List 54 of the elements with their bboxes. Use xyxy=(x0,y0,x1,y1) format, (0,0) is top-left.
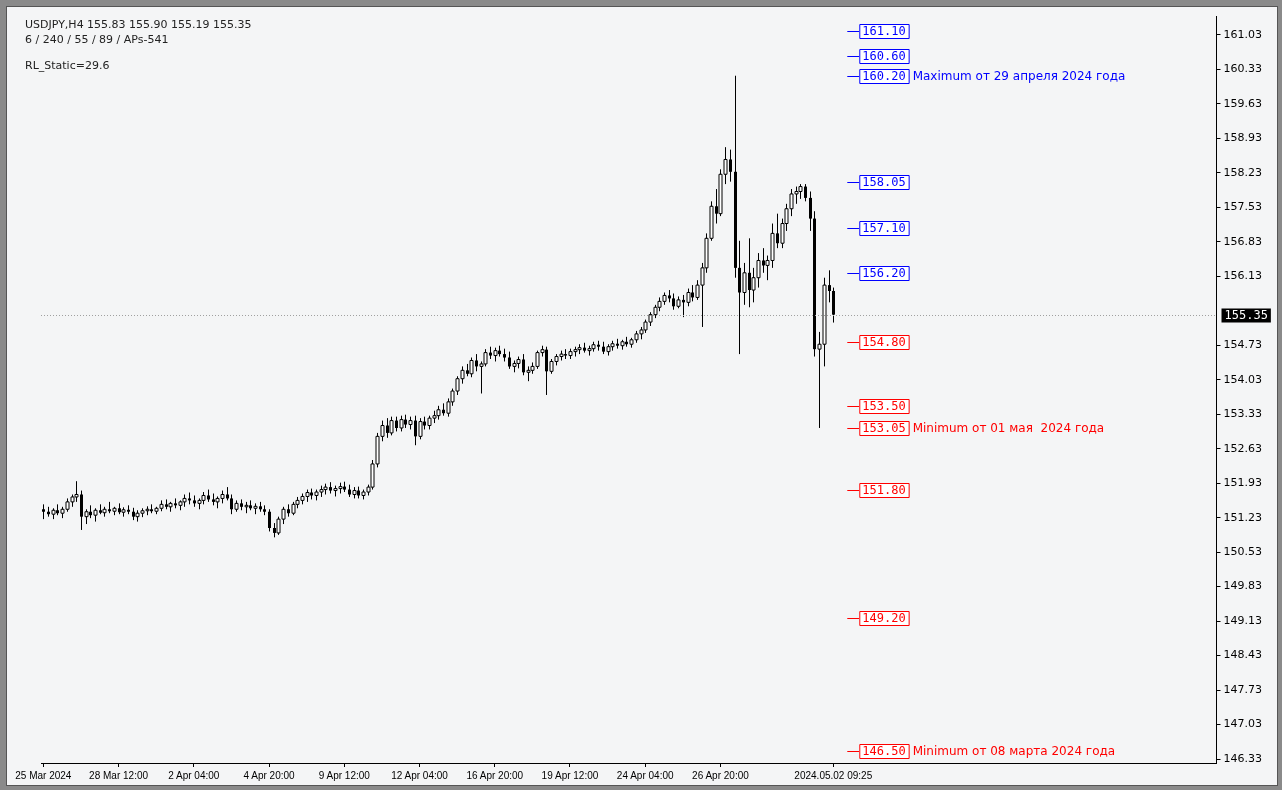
y-tick-label: 154.73 xyxy=(1223,338,1263,352)
y-tick-label: 148.43 xyxy=(1223,648,1263,662)
y-tick-label: 153.33 xyxy=(1223,407,1263,421)
ref-line-label: 161.10 xyxy=(862,23,906,38)
y-tick-label: 157.53 xyxy=(1223,200,1263,214)
annotation: RL_Static=29.6 xyxy=(25,58,111,73)
y-tick-label: 147.73 xyxy=(1223,682,1263,696)
ref-line-label: 146.50 xyxy=(862,743,906,758)
x-tick-label: 19 Apr 12:00 xyxy=(541,769,599,781)
ref-line-label: 155.35 xyxy=(1224,307,1268,322)
annotation: Minimum от 01 мая 2024 года xyxy=(912,420,1105,435)
candlestick xyxy=(832,287,835,324)
ref-line-label: 157.10 xyxy=(862,220,906,235)
y-tick-label: 158.93 xyxy=(1223,131,1263,145)
x-tick-label: 26 Apr 20:00 xyxy=(692,769,750,781)
chart-title: USDJPY,H4 155.83 155.90 155.19 155.35 xyxy=(25,17,252,32)
x-tick-label: 24 Apr 04:00 xyxy=(616,769,675,781)
y-tick-label: 159.63 xyxy=(1223,96,1263,110)
y-tick-label: 151.23 xyxy=(1223,510,1263,524)
ref-line-label: 160.60 xyxy=(862,48,906,63)
annotation: Minimum от 08 марта 2024 года xyxy=(912,743,1116,758)
y-tick-label: 154.03 xyxy=(1223,372,1263,386)
x-tick-label: 28 Mar 12:00 xyxy=(89,769,149,781)
y-tick-label: 149.13 xyxy=(1223,613,1263,627)
y-tick-label: 151.93 xyxy=(1223,476,1263,490)
y-tick-label: 149.83 xyxy=(1223,579,1263,593)
ref-line-label: 158.05 xyxy=(862,174,906,189)
y-tick-label: 158.23 xyxy=(1223,165,1263,179)
y-tick-label: 156.83 xyxy=(1223,234,1263,248)
ref-line-label: 149.20 xyxy=(862,610,906,625)
x-tick-label: 9 Apr 12:00 xyxy=(318,769,371,781)
x-tick-label: 2 Apr 04:00 xyxy=(168,769,220,781)
x-tick-label: 4 Apr 20:00 xyxy=(243,769,296,781)
y-tick-label: 156.13 xyxy=(1223,269,1263,283)
y-tick-label: 150.53 xyxy=(1223,545,1263,558)
y-tick-label: 152.63 xyxy=(1223,441,1263,455)
text: 6 / 240 / 55 / 89 / APs-541 xyxy=(25,32,170,47)
ref-line-label: 153.50 xyxy=(862,398,906,413)
ref-line-label: 153.05 xyxy=(862,420,906,435)
ref-line-label: 160.20 xyxy=(862,68,906,83)
ref-line-label: 151.80 xyxy=(862,482,906,497)
x-tick-label: 2024.05.02 09:25 xyxy=(794,769,873,781)
y-tick-label: 161.03 xyxy=(1223,27,1263,41)
candlestick xyxy=(809,191,812,232)
ref-line-label: 156.20 xyxy=(862,265,906,280)
y-tick-label: 147.03 xyxy=(1223,717,1263,731)
y-tick-label: 160.33 xyxy=(1223,62,1263,76)
x-tick-label: 25 Mar 2024 xyxy=(15,769,72,781)
ref-line-label: 154.80 xyxy=(862,334,906,349)
y-tick-label: 146.33 xyxy=(1223,751,1263,765)
x-tick-label: 12 Apr 04:00 xyxy=(391,769,449,781)
x-tick-label: 16 Apr 20:00 xyxy=(466,769,524,781)
annotation: Maximum от 29 апреля 2024 года xyxy=(912,68,1126,83)
candlestick xyxy=(268,508,271,532)
